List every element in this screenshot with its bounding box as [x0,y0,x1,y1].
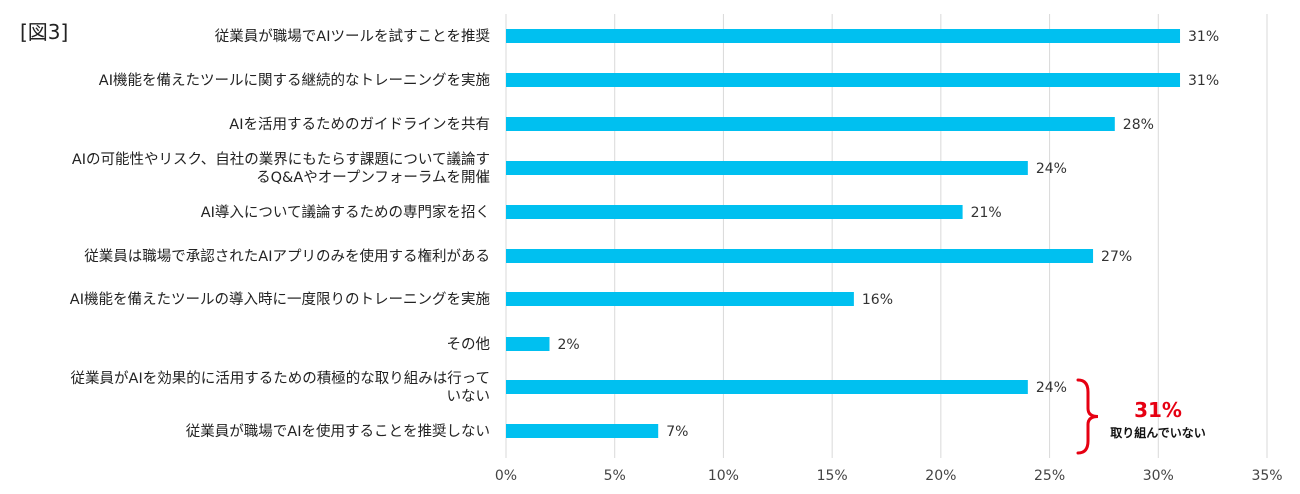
category-label: AIの可能性やリスク、自社の業界にもたらす課題について議論す [72,150,490,168]
category-label: AIを活用するためのガイドラインを共有 [229,116,490,133]
bar [506,337,550,351]
x-tick-label: 35% [1251,468,1282,484]
data-label: 7% [666,424,688,440]
category-label: 従業員が職場でAIツールを試すことを推奨 [215,28,490,45]
callout-text: 取り組んでいない [1110,425,1205,440]
bar [506,73,1181,87]
bar [506,292,854,306]
x-tick-label: 30% [1143,468,1174,484]
brace-icon [1076,378,1099,455]
bar [506,117,1115,131]
data-label: 31% [1188,73,1219,89]
bars [506,29,1181,438]
category-label: 従業員は職場で承認されたAIアプリのみを使用する権利がある [84,248,490,265]
data-label: 31% [1188,29,1219,45]
figure-label: [図3] [20,20,69,44]
bar [506,205,963,219]
category-label: 従業員がAIを効果的に活用するための積極的な取り組みは行って [71,370,490,387]
x-tick-label: 25% [1034,468,1065,484]
data-label: 24% [1036,380,1067,396]
category-label: AI機能を備えたツールに関する継続的なトレーニングを実施 [99,72,490,89]
x-tick-label: 20% [925,468,956,484]
category-labels: 従業員が職場でAIツールを試すことを推奨 AI機能を備えたツールに関する継続的なト… [70,28,490,440]
x-tick-label: 10% [708,468,739,484]
value-labels: 31% 31% 28% 24% 21% 27% 16% 2% 24% 7% [557,29,1219,440]
x-tick-label: 0% [495,468,517,484]
data-label: 24% [1036,161,1067,177]
bar [506,29,1181,43]
category-label: その他 [447,336,491,353]
x-axis-ticks: 0% 5% 10% 15% 20% 25% 30% 35% [495,468,1283,484]
data-label: 28% [1123,117,1154,133]
data-label: 16% [862,292,893,308]
bar [506,424,659,438]
x-tick-label: 15% [817,468,848,484]
callout-annotation: 31% 取り組んでいない [1076,378,1206,455]
x-tick-label: 5% [604,468,626,484]
data-label: 2% [557,337,579,353]
data-label: 27% [1101,249,1132,265]
category-label: 従業員が職場でAIを使用することを推奨しない [186,423,490,440]
bar [506,161,1028,175]
category-label: AI導入について議論するための専門家を招く [201,203,490,221]
category-label: いない [447,388,491,405]
bar [506,249,1094,263]
gridlines [505,14,1268,458]
category-label: AI機能を備えたツールの導入時に一度限りのトレーニングを実施 [70,291,490,308]
bar [506,380,1028,394]
data-label: 21% [971,205,1002,221]
category-label: るQ&Aやオープンフォーラムを開催 [256,169,490,186]
callout-value: 31% [1134,398,1182,422]
